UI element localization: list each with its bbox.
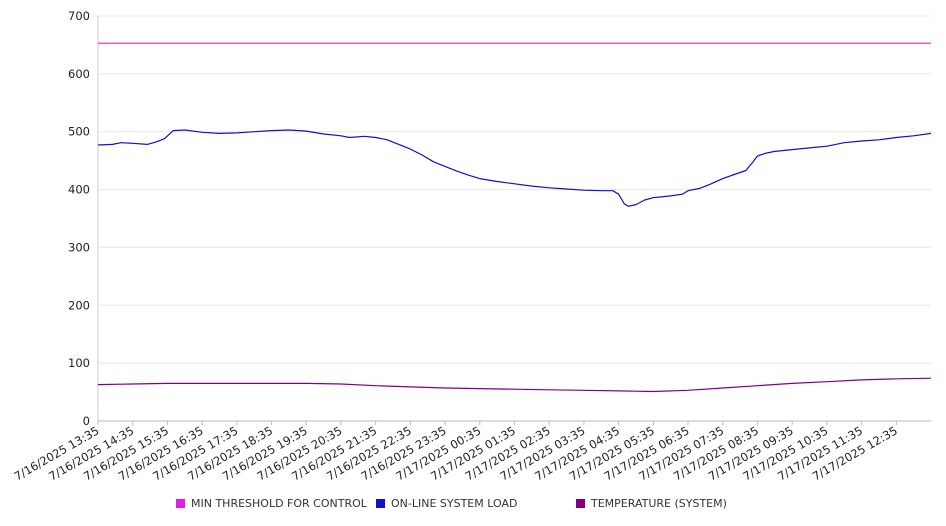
legend: MIN THRESHOLD FOR CONTROL ON-LINE SYSTEM…: [0, 497, 946, 515]
grid-lines: [98, 15, 931, 364]
axes: [97, 16, 931, 422]
series-lines: [97, 42, 932, 393]
legend-label-system-load: ON-LINE SYSTEM LOAD: [391, 497, 518, 510]
y-tick-label: 200: [68, 298, 90, 312]
legend-swatch-system-load: [376, 499, 385, 508]
x-axis-ticks: 7/16/2025 13:357/16/2025 14:357/16/2025 …: [12, 421, 900, 483]
legend-item-temperature[interactable]: TEMPERATURE (SYSTEM): [576, 497, 727, 510]
y-axis-ticks: 0 100 200 300 400 500 600 700: [68, 9, 90, 428]
legend-label-temperature: TEMPERATURE (SYSTEM): [591, 497, 727, 510]
series-line-temperature-system: [97, 377, 932, 393]
y-tick-label: 600: [68, 67, 90, 81]
legend-swatch-temperature: [576, 499, 585, 508]
y-tick-label: 500: [68, 125, 90, 139]
y-tick-label: 0: [83, 414, 90, 428]
y-tick-label: 300: [68, 240, 90, 254]
y-tick-label: 100: [68, 356, 90, 370]
legend-swatch-min-threshold: [176, 499, 185, 508]
legend-item-system-load[interactable]: ON-LINE SYSTEM LOAD: [376, 497, 517, 510]
legend-label-min-threshold: MIN THRESHOLD FOR CONTROL: [191, 497, 367, 510]
legend-item-min-threshold[interactable]: MIN THRESHOLD FOR CONTROL: [176, 497, 367, 510]
y-tick-label: 700: [68, 9, 90, 23]
series-line-on-line-system-load: [97, 129, 932, 207]
y-tick-label: 400: [68, 183, 90, 197]
